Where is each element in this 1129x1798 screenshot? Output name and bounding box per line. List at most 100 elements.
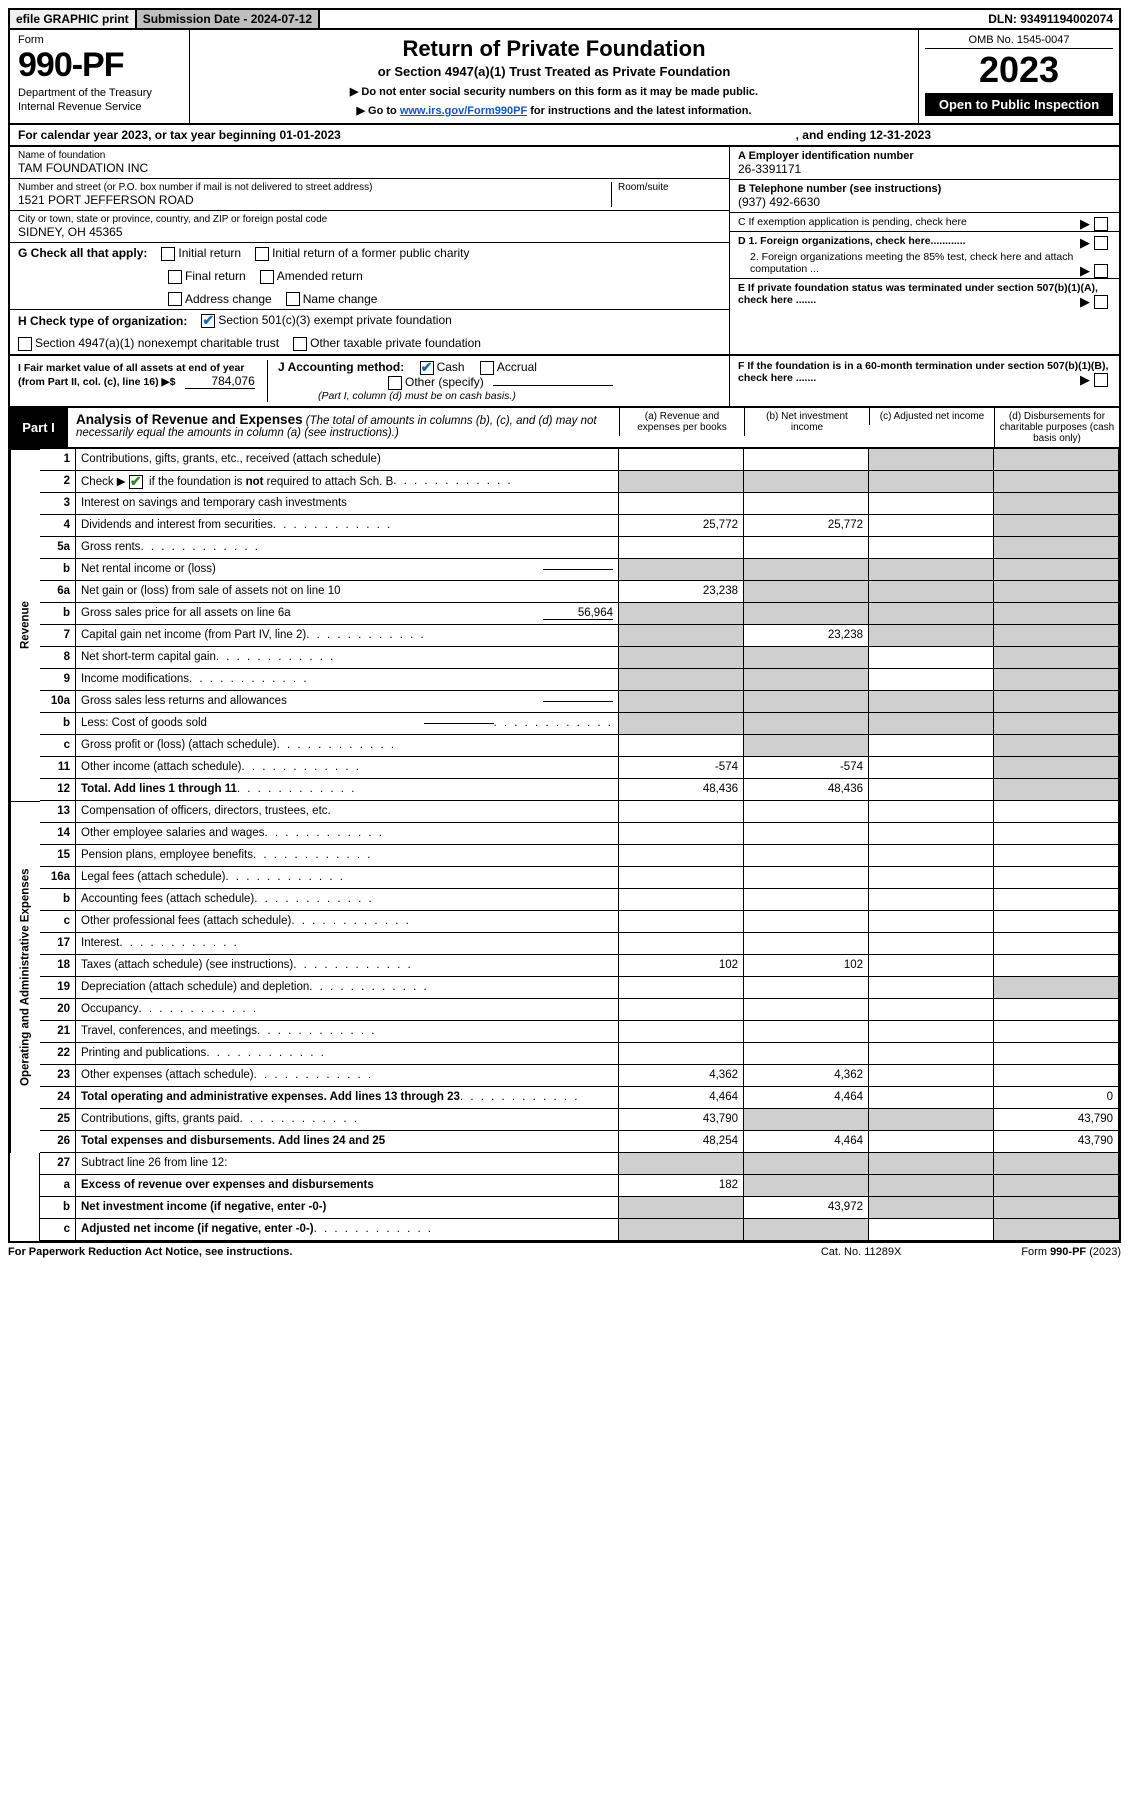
amount-cell [619, 735, 744, 757]
form-title: Return of Private Foundation [200, 36, 908, 62]
identification-grid: Name of foundation TAM FOUNDATION INC Nu… [8, 147, 1121, 356]
line-number: 25 [40, 1109, 76, 1131]
amount-cell [744, 603, 869, 625]
amount-cell [869, 823, 994, 845]
calendar-year-row: For calendar year 2023, or tax year begi… [8, 125, 1121, 147]
chk-e[interactable] [1094, 295, 1108, 309]
line-number: 20 [40, 999, 76, 1021]
line-number: b [40, 889, 76, 911]
chk-final-return[interactable] [168, 270, 182, 284]
chk-name-change[interactable] [286, 292, 300, 306]
line-desc: Gross sales less returns and allowances [76, 691, 619, 713]
amount-cell [869, 625, 994, 647]
amount-cell [619, 1153, 744, 1175]
line-desc: Travel, conferences, and meetings [76, 1021, 619, 1043]
line-number: 5a [40, 537, 76, 559]
line-desc: Printing and publications [76, 1043, 619, 1065]
opt-4947: Section 4947(a)(1) nonexempt charitable … [35, 336, 279, 350]
chk-other-method[interactable] [388, 376, 402, 390]
irs-link[interactable]: www.irs.gov/Form990PF [400, 105, 527, 117]
amount-cell: 4,362 [619, 1065, 744, 1087]
line-number: 12 [40, 779, 76, 801]
other-method-line [493, 385, 613, 386]
amount-cell [869, 581, 994, 603]
line-number: 9 [40, 669, 76, 691]
cal-begin: For calendar year 2023, or tax year begi… [18, 128, 341, 142]
form-reference: Form 990-PF (2023) [1021, 1246, 1121, 1258]
amount-cell [619, 911, 744, 933]
phone-label: B Telephone number (see instructions) [738, 183, 1111, 195]
amount-cell [869, 977, 994, 999]
col-d-head: (d) Disbursements for charitable purpose… [994, 408, 1119, 447]
amount-cell [869, 889, 994, 911]
omb-number: OMB No. 1545-0047 [925, 34, 1113, 49]
amount-cell: 23,238 [744, 625, 869, 647]
amount-cell: 4,464 [619, 1087, 744, 1109]
amount-cell [744, 845, 869, 867]
line-number: 24 [40, 1087, 76, 1109]
amount-cell [744, 1175, 869, 1197]
amount-cell [994, 691, 1119, 713]
opt-name-change: Name change [303, 292, 378, 306]
open-inspection: Open to Public Inspection [925, 93, 1113, 116]
amount-cell: 25,772 [619, 515, 744, 537]
chk-d1[interactable] [1094, 236, 1108, 250]
line-number: a [40, 1175, 76, 1197]
amount-cell [869, 845, 994, 867]
line-desc: Compensation of officers, directors, tru… [76, 801, 619, 823]
amount-cell [994, 647, 1119, 669]
amount-cell [744, 911, 869, 933]
amount-cell [744, 559, 869, 581]
amount-cell [744, 889, 869, 911]
id-left: Name of foundation TAM FOUNDATION INC Nu… [10, 147, 729, 354]
amount-cell [744, 801, 869, 823]
line-desc: Other income (attach schedule) [76, 757, 619, 779]
d2-label: 2. Foreign organizations meeting the 85%… [750, 251, 1073, 275]
chk-other-taxable[interactable] [293, 337, 307, 351]
amount-cell [869, 1087, 994, 1109]
chk-initial-return[interactable] [161, 247, 175, 261]
id-right: A Employer identification number 26-3391… [729, 147, 1119, 354]
chk-initial-former[interactable] [255, 247, 269, 261]
amount-cell [994, 735, 1119, 757]
line-desc: Net short-term capital gain [76, 647, 619, 669]
chk-address-change[interactable] [168, 292, 182, 306]
opt-initial-former: Initial return of a former public charit… [272, 246, 469, 260]
header-center: Return of Private Foundation or Section … [190, 30, 919, 123]
chk-cash[interactable] [420, 361, 434, 375]
catalog-number: Cat. No. 11289X [821, 1246, 902, 1258]
chk-sch-b[interactable] [129, 475, 143, 489]
i-value: 784,076 [185, 374, 255, 389]
amount-cell [869, 449, 994, 471]
pra-notice: For Paperwork Reduction Act Notice, see … [8, 1246, 292, 1258]
chk-c[interactable] [1094, 217, 1108, 231]
form-note-ssn: ▶ Do not enter social security numbers o… [200, 85, 908, 98]
amount-cell [619, 603, 744, 625]
name-label: Name of foundation [18, 150, 721, 161]
amount-cell [744, 867, 869, 889]
amount-cell [994, 449, 1119, 471]
amount-cell: 102 [619, 955, 744, 977]
chk-d2[interactable] [1094, 264, 1108, 278]
amount-cell [994, 1043, 1119, 1065]
efile-label: efile GRAPHIC print [10, 10, 137, 28]
amount-cell [994, 1175, 1119, 1197]
chk-f[interactable] [1094, 373, 1108, 387]
amount-cell [869, 911, 994, 933]
amount-cell [994, 889, 1119, 911]
opt-amended: Amended return [277, 269, 363, 283]
line-desc: Gross sales price for all assets on line… [76, 603, 619, 625]
chk-amended[interactable] [260, 270, 274, 284]
opt-final-return: Final return [185, 269, 246, 283]
e-label: E If private foundation status was termi… [738, 282, 1098, 306]
chk-accrual[interactable] [480, 361, 494, 375]
chk-501c3[interactable] [201, 314, 215, 328]
amount-cell [619, 823, 744, 845]
part1-title: Analysis of Revenue and Expenses [76, 412, 303, 427]
amount-cell [869, 1065, 994, 1087]
line-number: 8 [40, 647, 76, 669]
part1-desc: Analysis of Revenue and Expenses (The to… [68, 408, 619, 443]
amount-cell [869, 779, 994, 801]
chk-4947[interactable] [18, 337, 32, 351]
col-b-head: (b) Net investment income [744, 408, 869, 436]
